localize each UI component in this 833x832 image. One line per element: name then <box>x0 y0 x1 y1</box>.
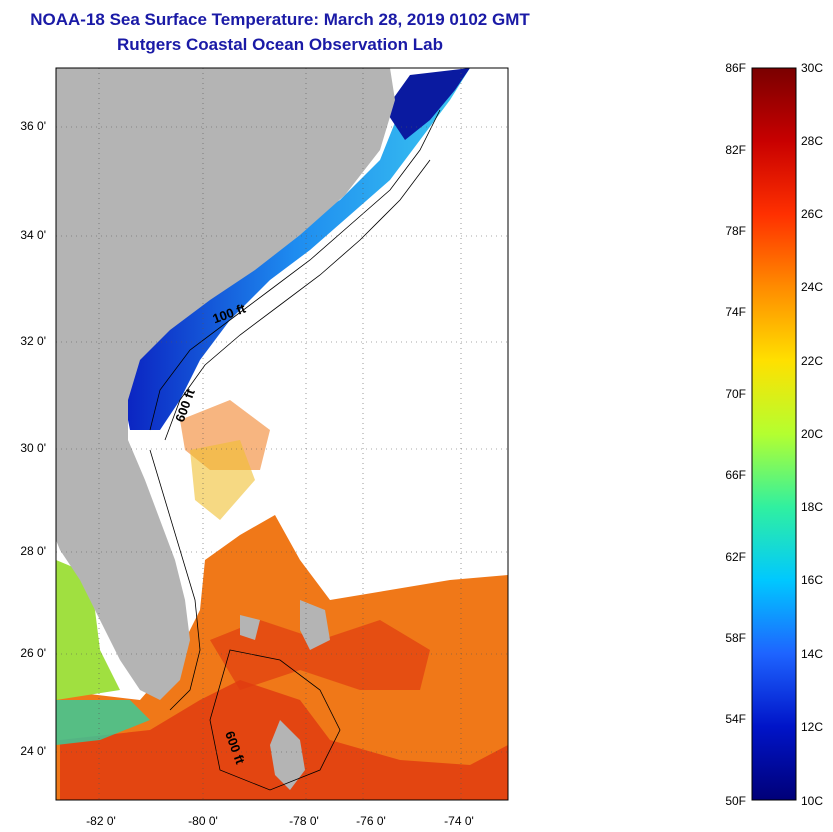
contour-florida <box>149 449 201 711</box>
lon-label: -76 0' <box>356 814 386 828</box>
contour-600ft <box>164 159 431 441</box>
colorbar-c-label: 30C <box>801 61 824 75</box>
lat-label: 30 0' <box>20 441 46 455</box>
colorbar-c-label: 18C <box>801 500 824 514</box>
cool-coastal-water <box>120 68 470 430</box>
colorbar <box>751 67 797 801</box>
colorbar-c-label: 22C <box>801 354 824 368</box>
colorbar-c-label: 26C <box>801 207 824 221</box>
colorbar-f-label: 58F <box>725 631 746 645</box>
lat-label: 26 0' <box>20 646 46 660</box>
hot-water-patch-2 <box>210 620 430 690</box>
map-subtitle: Rutgers Coastal Ocean Observation Lab <box>117 35 443 54</box>
land-bahamas-2 <box>300 600 330 650</box>
colorbar-f-label: 70F <box>725 387 746 401</box>
colorbar-c-label: 14C <box>801 647 824 661</box>
land-bahamas <box>270 720 305 790</box>
colorbar-c-label: 20C <box>801 427 824 441</box>
colorbar-f-label: 66F <box>725 468 746 482</box>
lat-label: 32 0' <box>20 334 46 348</box>
colorbar-f-label: 86F <box>725 61 746 75</box>
colorbar-f-label: 78F <box>725 224 746 238</box>
map-title: NOAA-18 Sea Surface Temperature: March 2… <box>30 10 530 29</box>
gulf-water <box>56 560 120 700</box>
contour-100ft <box>149 109 441 431</box>
colorbar-c-label: 16C <box>801 573 824 587</box>
colorbar-f-label: 74F <box>725 305 746 319</box>
lat-label: 34 0' <box>20 228 46 242</box>
land-bahamas-3 <box>240 615 260 640</box>
lat-label: 36 0' <box>20 119 46 133</box>
lon-label: -74 0' <box>444 814 474 828</box>
contour-bahamas <box>209 649 341 791</box>
colorbar-f-label: 50F <box>725 794 746 808</box>
colorbar-c-label: 10C <box>801 794 824 808</box>
colorbar-f-label: 54F <box>725 712 746 726</box>
warm-water-patch <box>190 440 255 520</box>
lat-label: 28 0' <box>20 544 46 558</box>
colorbar-c-label: 24C <box>801 280 824 294</box>
lon-label: -78 0' <box>289 814 319 828</box>
lon-label: -82 0' <box>86 814 116 828</box>
colorbar-f-label: 62F <box>725 550 746 564</box>
colorbar-f-label: 82F <box>725 143 746 157</box>
colorbar-c-label: 12C <box>801 720 824 734</box>
lon-label: -80 0' <box>188 814 218 828</box>
land-southeast-us <box>56 68 395 700</box>
gulf-water-south <box>56 700 150 745</box>
cold-coastal-water <box>385 68 470 140</box>
graticule <box>56 68 508 800</box>
map-frame <box>55 67 509 801</box>
colorbar-c-label: 28C <box>801 134 824 148</box>
lat-label: 24 0' <box>20 744 46 758</box>
